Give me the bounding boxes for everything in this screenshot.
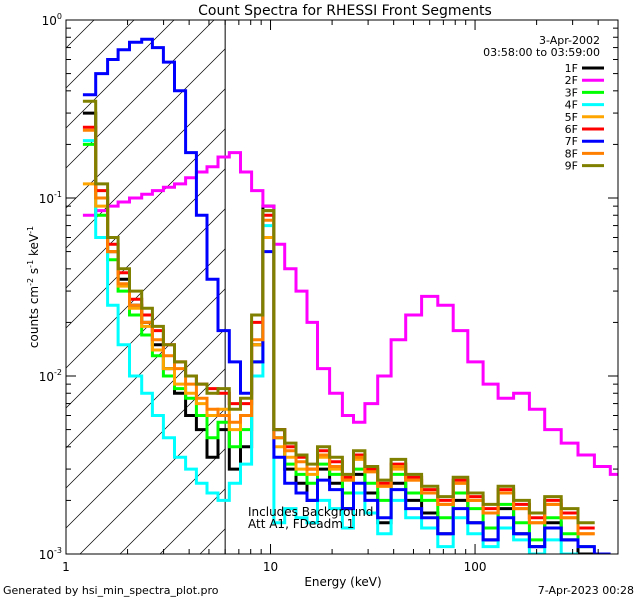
legend-label: 4F [565, 99, 578, 112]
legend-label: 1F [565, 62, 578, 75]
y-label-part-5: -1 [26, 226, 35, 234]
hatch-line [66, 88, 226, 249]
y-tick-labels: 10-3 10-2 10-1 100 [39, 12, 62, 562]
hatch-line [320, 20, 640, 554]
y-axis-label: counts cm-2 s-1 keV-1 [26, 226, 41, 348]
hatch-line [0, 20, 14, 554]
hatch-line [66, 328, 226, 489]
annotation-attenuator: Att A1, FDeadm 1 [248, 517, 354, 531]
series-line-4F [82, 139, 578, 554]
legend-label: 8F [565, 147, 578, 160]
hatch-line [79, 408, 226, 554]
series-line-9F [82, 99, 595, 525]
hatch-line [66, 20, 215, 169]
series-line-1F [82, 111, 595, 554]
chart-title: Count Spectra for RHESSI Front Segments [198, 3, 492, 19]
y-label-part-1: -2 [26, 278, 35, 286]
x-tick-label: 1 [62, 560, 70, 574]
legend-label: 9F [565, 160, 578, 173]
footer-generated: Generated by hsi_min_spectra_plot.pro [3, 584, 219, 597]
hatch-line [66, 368, 226, 529]
x-axis-label: Energy (keV) [304, 575, 381, 589]
hatch-line [66, 248, 226, 409]
plot-frame [65, 19, 619, 555]
y-label-part-4: keV [27, 233, 41, 260]
series-layer [82, 37, 618, 554]
legend-label: 6F [565, 123, 578, 136]
y-label-part-2: s [27, 268, 41, 278]
footer-date: 7-Apr-2023 00:28 [538, 584, 634, 597]
series-line-7F [82, 37, 611, 554]
y-tick-label: 100 [42, 12, 62, 28]
hatch-line [66, 128, 226, 289]
y-label-part-0: counts cm [27, 286, 41, 348]
hatch-line [66, 20, 175, 129]
date-label: 3-Apr-2002 [539, 34, 600, 47]
hatch-line [66, 208, 226, 369]
y-label-part-3: -1 [26, 260, 35, 268]
hatch-line [520, 20, 640, 554]
x-tick-labels: 1 10 100 [62, 560, 486, 574]
hatch-line [66, 48, 226, 209]
legend-label: 7F [565, 135, 578, 148]
y-tick-label: 10-1 [39, 190, 62, 206]
y-tick-label: 10-3 [39, 546, 62, 562]
y-tick-label: 10-2 [39, 368, 62, 384]
hatch-line [119, 448, 226, 554]
series-line-5F [82, 182, 595, 536]
legend-label: 2F [565, 74, 578, 87]
annotation-background: Includes Background [248, 505, 373, 519]
x-tick-label: 100 [464, 560, 487, 574]
legend-label: 5F [565, 111, 578, 124]
legend-label: 3F [565, 86, 578, 99]
series-line-2F [82, 151, 618, 476]
time-range-label: 03:58:00 to 03:59:00 [483, 46, 600, 59]
x-tick-label: 10 [263, 560, 278, 574]
axis-ticks [65, 20, 619, 555]
hatch-line [400, 20, 640, 554]
hatch-line [600, 20, 640, 554]
